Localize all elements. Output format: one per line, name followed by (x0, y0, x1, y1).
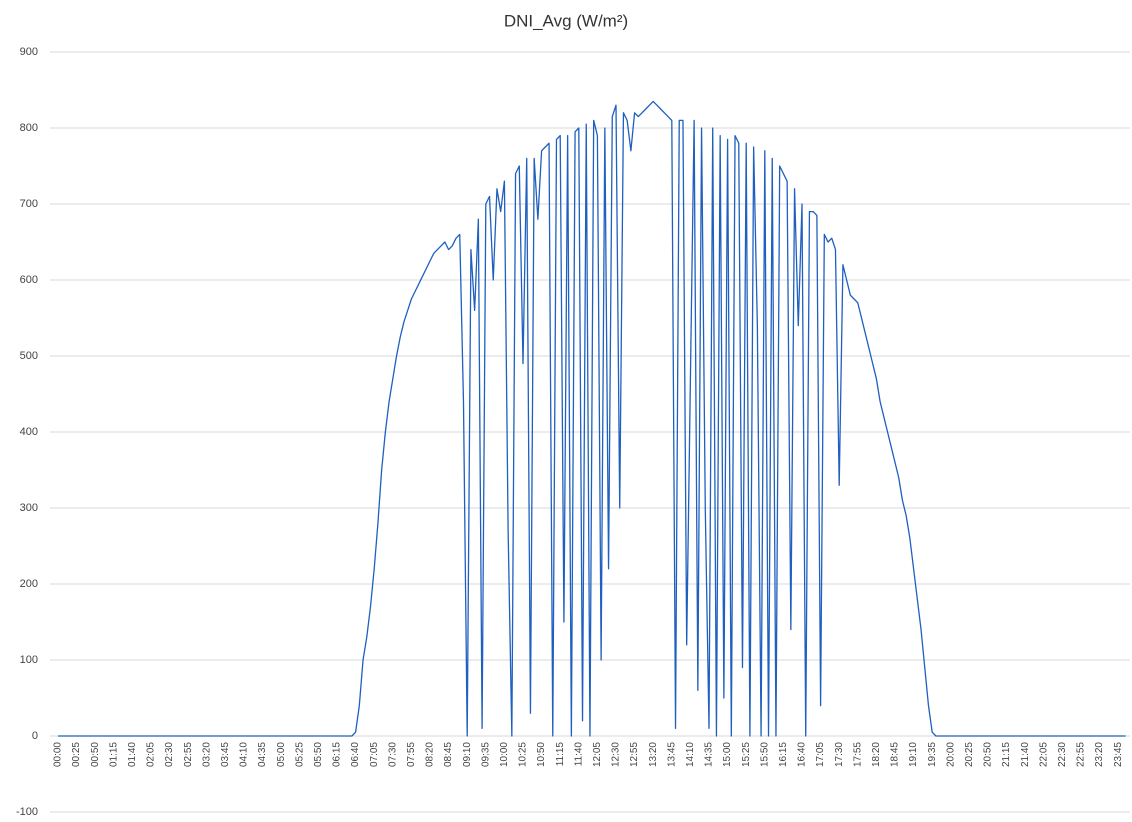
x-tick-label: 02:55 (183, 742, 194, 767)
x-tick-label: 22:55 (1076, 742, 1087, 767)
y-tick-label: 200 (20, 578, 38, 590)
x-tick-label: 17:05 (815, 742, 826, 767)
x-tick-label: 15:00 (722, 742, 733, 767)
data-line (58, 100, 1126, 737)
x-tick-label: 10:00 (499, 742, 510, 767)
x-tick-label: 07:05 (369, 742, 380, 767)
x-tick-label: 16:15 (778, 742, 789, 767)
x-tick-label: 02:05 (146, 742, 157, 767)
x-tick-label: 18:45 (890, 742, 901, 767)
x-tick-label: 23:20 (1094, 742, 1105, 767)
x-tick-label: 17:55 (852, 742, 863, 767)
x-tick-label: 00:25 (71, 742, 82, 767)
x-tick-label: 19:10 (908, 742, 919, 767)
x-tick-label: 21:40 (1020, 742, 1031, 767)
y-tick-label: 100 (20, 654, 38, 666)
y-tick-label: 0 (32, 730, 38, 742)
y-tick-label: -100 (16, 806, 38, 818)
x-tick-label: 07:30 (387, 742, 398, 767)
x-tick-label: 03:45 (220, 742, 231, 767)
x-tick-label: 23:45 (1113, 742, 1124, 767)
x-tick-label: 02:30 (164, 742, 175, 767)
y-tick-label: 500 (20, 350, 38, 362)
y-tick-label: 300 (20, 502, 38, 514)
x-tick-label: 00:00 (53, 742, 64, 767)
x-tick-label: 20:50 (983, 742, 994, 767)
x-tick-label: 01:15 (108, 742, 119, 767)
x-tick-label: 20:00 (945, 742, 956, 767)
x-tick-label: 08:45 (443, 742, 454, 767)
x-tick-label: 09:35 (480, 742, 491, 767)
x-tick-label: 17:30 (834, 742, 845, 767)
x-tick-label: 05:25 (294, 742, 305, 767)
x-tick-label: 14:10 (685, 742, 696, 767)
y-tick-label: 800 (20, 122, 38, 134)
x-tick-label: 18:20 (871, 742, 882, 767)
x-tick-label: 20:25 (964, 742, 975, 767)
y-tick-label: 400 (20, 426, 38, 438)
x-tick-label: 06:15 (332, 742, 343, 767)
y-tick-label: 900 (20, 46, 38, 58)
x-tick-label: 12:55 (629, 742, 640, 767)
x-tick-label: 08:20 (425, 742, 436, 767)
x-tick-label: 04:35 (257, 742, 268, 767)
x-tick-label: 00:50 (90, 742, 101, 767)
x-tick-label: 05:50 (313, 742, 324, 767)
y-tick-label: 600 (20, 274, 38, 286)
x-tick-label: 19:35 (927, 742, 938, 767)
x-tick-label: 10:25 (518, 742, 529, 767)
x-tick-label: 14:35 (704, 742, 715, 767)
x-tick-label: 15:25 (741, 742, 752, 767)
x-tick-label: 07:55 (406, 742, 417, 767)
chart-title: DNI_Avg (W/m²) (504, 11, 628, 30)
x-tick-label: 15:50 (759, 742, 770, 767)
x-tick-label: 09:10 (462, 742, 473, 767)
x-tick-label: 12:05 (592, 742, 603, 767)
x-tick-label: 11:15 (555, 742, 566, 767)
x-tick-label: 04:10 (239, 742, 250, 767)
x-tick-label: 22:05 (1038, 742, 1049, 767)
x-tick-label: 21:15 (1001, 742, 1012, 767)
x-tick-label: 22:30 (1057, 742, 1068, 767)
y-tick-label: 700 (20, 198, 38, 210)
x-tick-label: 13:20 (648, 742, 659, 767)
x-tick-label: 12:30 (611, 742, 622, 767)
x-tick-label: 10:50 (536, 742, 547, 767)
x-tick-label: 11:40 (573, 742, 584, 767)
x-tick-label: 01:40 (127, 742, 138, 767)
x-tick-label: 05:00 (276, 742, 287, 767)
x-tick-label: 13:45 (666, 742, 677, 767)
x-tick-label: 16:40 (797, 742, 808, 767)
x-tick-label: 06:40 (350, 742, 361, 767)
x-tick-label: 03:20 (201, 742, 212, 767)
